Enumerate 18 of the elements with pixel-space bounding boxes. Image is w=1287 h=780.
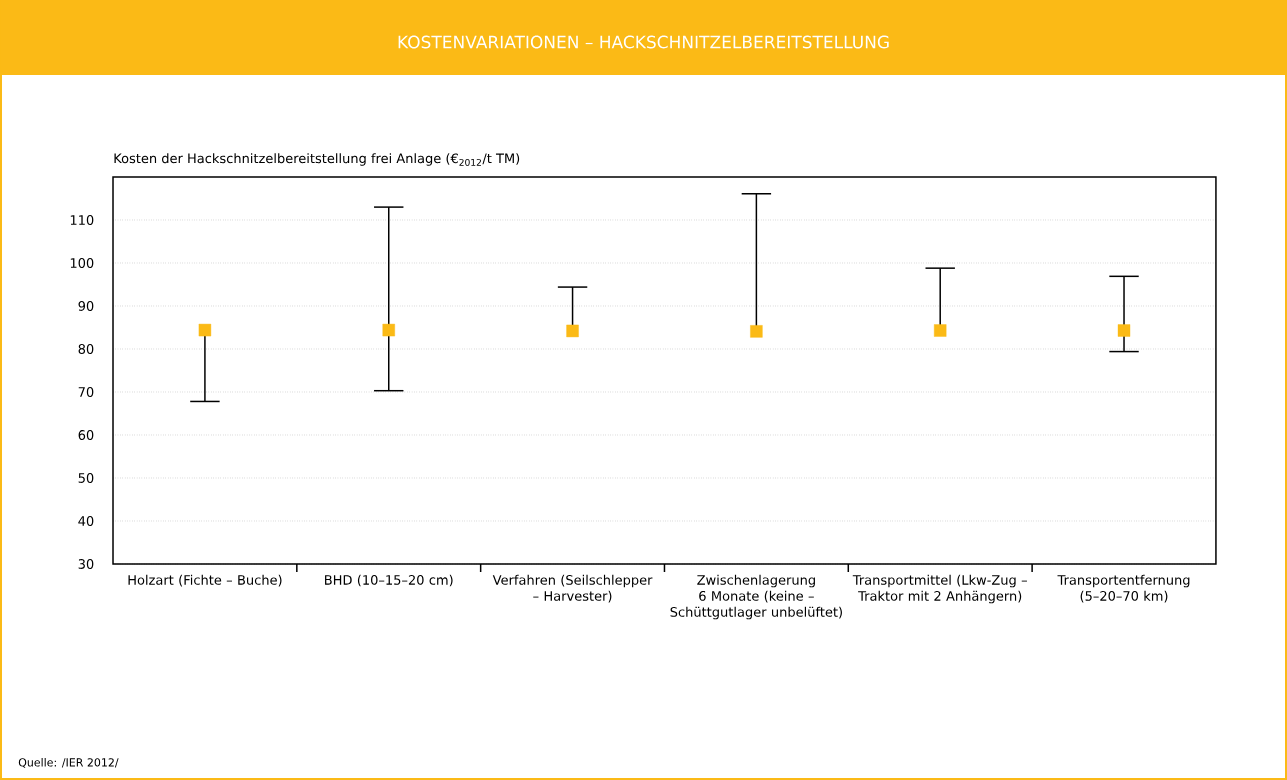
- y-axis-title: Kosten der Hackschnitzelbereitstellung frei Anlage (€$_{2012}$/t TM): [114, 153, 520, 166]
- x-tick-label: Zwischenlagerung 6 Monate (keine – Schüttgutlager unbelüftet): [670, 574, 842, 620]
- x-tick-label: Verfahren (Seilschlepper – Harvester): [492, 574, 653, 603]
- y-tick-label: 90: [78, 301, 94, 311]
- source-note: Quelle: /IER 2012/: [18, 758, 119, 768]
- x-tick-label: BHD (10–15–20 cm): [325, 574, 453, 587]
- y-tick-label: 110: [70, 215, 94, 225]
- chart-title: KOSTENVARIATIONEN – HACKSCHNITZELBEREITSTELLUNG: [398, 35, 889, 49]
- y-tick-label: 80: [78, 344, 94, 354]
- y-tick-label: 30: [78, 559, 94, 569]
- y-tick-label: 40: [78, 516, 94, 526]
- x-tick-label: Transportentfernung (5–20–70 km): [1057, 574, 1190, 603]
- x-tick-label: Holzart (Fichte – Buche): [128, 574, 282, 587]
- y-tick-label: 60: [78, 430, 94, 440]
- x-tick-label: Transportmittel (Lkw-Zug – Traktor mit 2 Anhängern): [852, 574, 1027, 604]
- y-tick-label: 100: [70, 258, 94, 268]
- y-tick-label: 70: [78, 387, 94, 397]
- y-tick-label: 50: [78, 473, 94, 483]
